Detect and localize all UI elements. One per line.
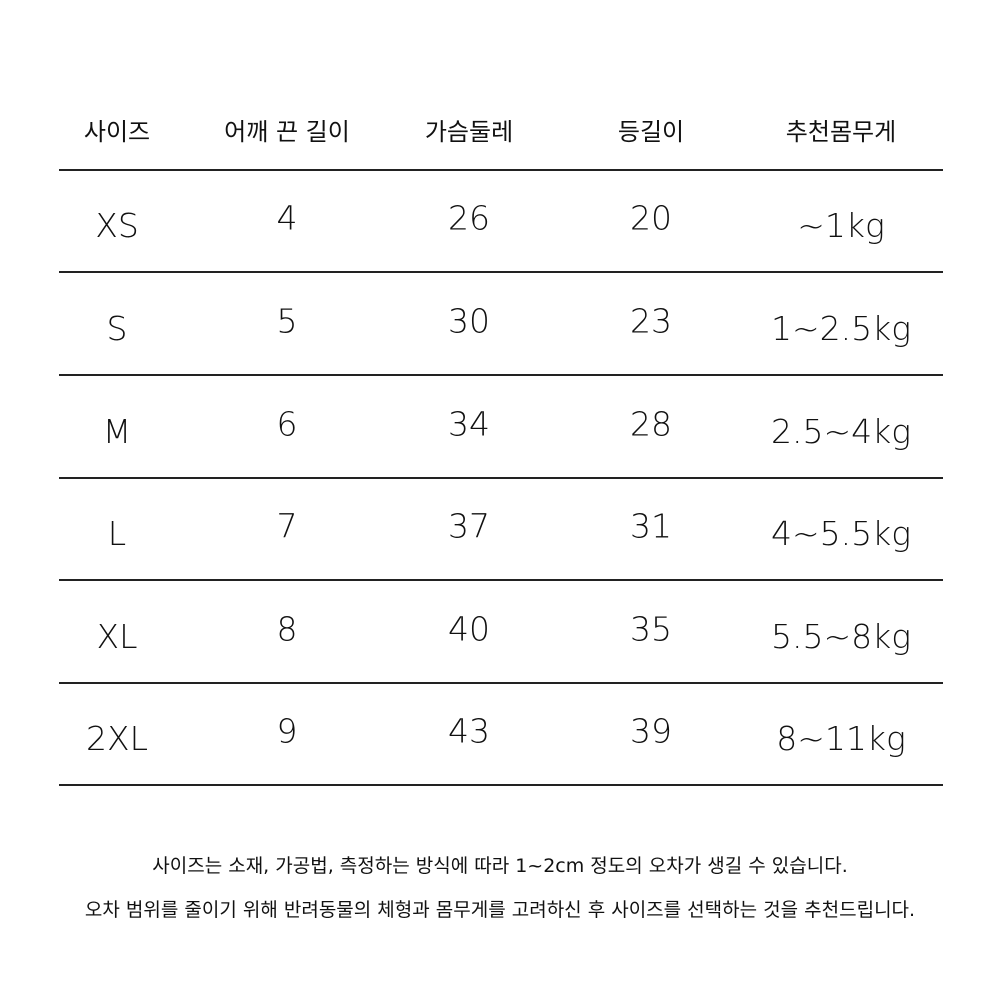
table-row: 2XL 9 43 39 8~11kg: [0, 683, 1000, 785]
cell-chest: 37: [448, 506, 490, 546]
header-strap-length: 어깨 끈 길이: [224, 118, 350, 146]
cell-strap-length: 6: [276, 403, 298, 443]
cell-size: XS: [95, 206, 139, 246]
table-row: XS 4 26 20 ~1kg: [0, 170, 1000, 272]
cell-size: M: [102, 411, 132, 451]
note-line-2: 오차 범위를 줄이기 위해 반려동물의 체형과 몸무게를 고려하신 후 사이즈를…: [84, 899, 916, 921]
cell-back-length: 28: [630, 403, 672, 443]
row-divider: [59, 682, 943, 684]
header-back-length: 등길이: [617, 118, 685, 146]
row-divider: [59, 579, 943, 581]
row-divider: [59, 374, 943, 376]
row-divider: [59, 169, 943, 171]
cell-strap-length: 9: [276, 711, 298, 751]
cell-strap-length: 8: [276, 608, 298, 648]
table-row: XL 8 40 35 5.5~8kg: [0, 580, 1000, 683]
cell-back-length: 31: [630, 506, 672, 546]
table-row: M 6 34 28 2.5~4kg: [0, 375, 1000, 478]
cell-chest: 34: [448, 403, 490, 443]
table-header: 사이즈 어깨 끈 길이 가슴둘레 등길이 추천몸무게: [0, 104, 1000, 152]
cell-size: S: [106, 308, 128, 348]
cell-back-length: 23: [630, 300, 672, 340]
table-row: L 7 37 31 4~5.5kg: [0, 478, 1000, 580]
row-divider: [59, 271, 943, 273]
cell-strap-length: 4: [276, 198, 298, 238]
cell-weight: 5.5~8kg: [770, 616, 912, 656]
cell-back-length: 39: [630, 711, 672, 751]
cell-size: L: [107, 514, 127, 554]
cell-back-length: 20: [630, 198, 672, 238]
cell-strap-length: 5: [276, 300, 298, 340]
table-row: S 5 30 23 1~2.5kg: [0, 272, 1000, 375]
cell-size: XL: [96, 616, 138, 656]
cell-weight: 2.5~4kg: [770, 411, 912, 451]
cell-chest: 43: [448, 711, 490, 751]
cell-strap-length: 7: [276, 506, 298, 546]
header-weight: 추천몸무게: [785, 118, 897, 146]
cell-chest: 40: [448, 608, 490, 648]
cell-weight: ~1kg: [797, 206, 885, 246]
row-divider: [59, 784, 943, 786]
header-size: 사이즈: [83, 118, 151, 146]
row-divider: [59, 477, 943, 479]
cell-weight: 4~5.5kg: [770, 514, 912, 554]
note-line-1: 사이즈는 소재, 가공법, 측정하는 방식에 따라 1~2cm 정도의 오차가 …: [152, 855, 848, 877]
header-chest: 가슴둘레: [424, 118, 514, 146]
cell-size: 2XL: [86, 719, 148, 759]
cell-weight: 8~11kg: [776, 719, 906, 759]
cell-chest: 26: [448, 198, 490, 238]
cell-chest: 30: [448, 300, 490, 340]
cell-back-length: 35: [630, 608, 672, 648]
cell-weight: 1~2.5kg: [770, 308, 912, 348]
